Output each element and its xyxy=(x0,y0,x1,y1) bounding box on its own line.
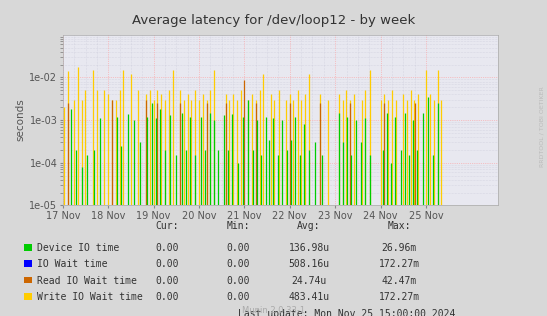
Text: 26.96m: 26.96m xyxy=(382,243,417,253)
Text: Cur:: Cur: xyxy=(155,221,178,231)
Text: Avg:: Avg: xyxy=(298,221,321,231)
Text: 0.00: 0.00 xyxy=(226,292,249,302)
Text: Write IO Wait time: Write IO Wait time xyxy=(37,292,143,302)
Text: RRDTOOL / TOBI OETIKER: RRDTOOL / TOBI OETIKER xyxy=(539,86,544,167)
Text: 172.27m: 172.27m xyxy=(379,259,420,270)
Text: 136.98u: 136.98u xyxy=(288,243,330,253)
Text: 0.00: 0.00 xyxy=(226,259,249,270)
Text: Device IO time: Device IO time xyxy=(37,243,119,253)
Text: 0.00: 0.00 xyxy=(226,243,249,253)
Text: Read IO Wait time: Read IO Wait time xyxy=(37,276,137,286)
Text: 0.00: 0.00 xyxy=(155,243,178,253)
Text: IO Wait time: IO Wait time xyxy=(37,259,108,270)
Text: 42.47m: 42.47m xyxy=(382,276,417,286)
Text: 483.41u: 483.41u xyxy=(288,292,330,302)
Text: 0.00: 0.00 xyxy=(226,276,249,286)
Text: 172.27m: 172.27m xyxy=(379,292,420,302)
Text: Max:: Max: xyxy=(388,221,411,231)
Text: 0.00: 0.00 xyxy=(155,259,178,270)
Text: 0.00: 0.00 xyxy=(155,276,178,286)
Text: Munin 2.0.33-1: Munin 2.0.33-1 xyxy=(242,306,305,315)
Text: Average latency for /dev/loop12 - by week: Average latency for /dev/loop12 - by wee… xyxy=(132,14,415,27)
Text: 24.74u: 24.74u xyxy=(292,276,327,286)
Y-axis label: seconds: seconds xyxy=(15,99,25,142)
Text: Min:: Min: xyxy=(226,221,249,231)
Text: Last update: Mon Nov 25 15:00:00 2024: Last update: Mon Nov 25 15:00:00 2024 xyxy=(238,309,455,316)
Text: 508.16u: 508.16u xyxy=(288,259,330,270)
Text: 0.00: 0.00 xyxy=(155,292,178,302)
